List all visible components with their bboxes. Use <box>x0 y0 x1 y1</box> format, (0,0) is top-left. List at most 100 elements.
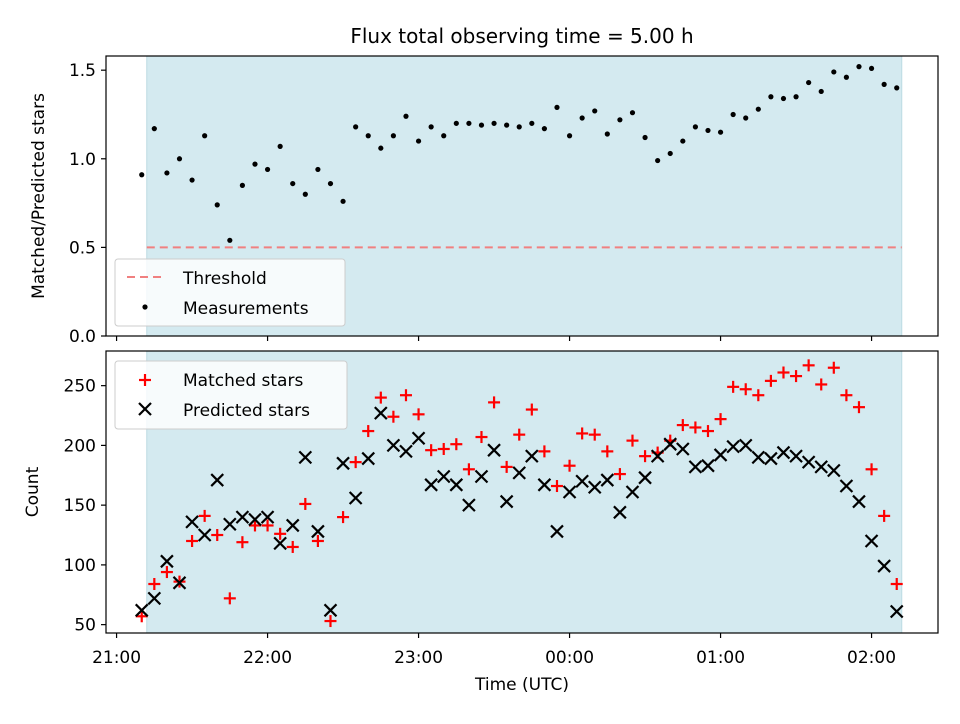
measurement-point <box>466 120 472 126</box>
predicted-star-marker <box>474 469 489 484</box>
predicted-stars-points <box>134 406 904 619</box>
matched-star-marker <box>714 413 727 426</box>
matched-star-marker <box>399 389 412 402</box>
measurement-point <box>139 172 145 178</box>
measurement-point <box>755 106 761 112</box>
predicted-star-marker <box>701 458 715 473</box>
predicted-star-marker <box>600 473 615 487</box>
predicted-star-marker <box>499 494 514 509</box>
y-tick-label: 0.0 <box>69 327 96 347</box>
predicted-star-marker <box>562 485 577 499</box>
count-legend: Matched stars Predicted stars <box>114 360 348 430</box>
measurement-point <box>151 126 157 132</box>
matched-star-marker <box>500 460 513 473</box>
measurement-point <box>856 64 862 70</box>
matched-star-marker <box>878 509 891 522</box>
predicted-star-marker <box>764 451 778 466</box>
measurement-point <box>491 120 497 126</box>
matched-star-marker <box>538 445 551 458</box>
matched-star-marker <box>790 370 803 383</box>
measurement-point <box>378 145 384 151</box>
matched-star-marker <box>286 540 299 553</box>
matched-star-marker <box>198 509 211 522</box>
predicted-star-marker <box>172 576 187 590</box>
matched-star-marker <box>852 401 865 414</box>
predicted-star-marker <box>185 515 199 529</box>
y-tick-label: 50 <box>74 616 96 636</box>
predicted-star-marker <box>801 455 816 469</box>
x-axis-label: Time (UTC) <box>474 675 569 695</box>
measurement-point <box>793 94 799 100</box>
measurement-point <box>277 143 283 149</box>
matched-star-marker <box>148 578 161 591</box>
count-y-ticks: 50 100 150 200 250 <box>64 377 106 636</box>
measurement-point <box>579 115 585 121</box>
count-x-ticks: 21:00 22:00 23:00 00:00 01:00 02:00 <box>92 633 896 668</box>
matched-star-marker <box>387 410 400 423</box>
chart-title: Flux total observing time = 5.00 h <box>350 24 693 48</box>
matched-star-marker <box>425 444 438 457</box>
measurement-point <box>315 166 321 173</box>
ratio-legend: Threshold Measurements <box>114 258 346 327</box>
measurement-point <box>504 122 510 128</box>
matched-star-marker <box>223 592 236 605</box>
predicted-star-marker <box>864 534 879 548</box>
ratio-y-ticks: 0.0 0.5 1.0 1.5 <box>69 61 106 347</box>
measurement-point <box>365 133 371 139</box>
y-tick-label: 1.0 <box>69 150 96 170</box>
measurement-point <box>428 124 434 130</box>
matched-star-marker <box>752 389 765 402</box>
predicted-star-marker <box>462 498 476 512</box>
measurement-point <box>403 113 409 119</box>
measurement-point <box>566 133 573 139</box>
matched-star-marker <box>802 359 815 372</box>
predicted-star-marker <box>336 456 350 471</box>
matched-star-marker <box>374 391 387 404</box>
measurement-point <box>730 111 736 118</box>
matched-star-marker <box>626 434 639 447</box>
predicted-star-marker <box>160 554 174 569</box>
predicted-star-marker <box>386 438 401 453</box>
matched-star-marker <box>865 463 878 476</box>
measurement-point <box>176 156 183 162</box>
measurement-point <box>441 133 447 139</box>
count-plot-frame <box>105 350 939 634</box>
x-tick-label: 23:00 <box>394 648 443 668</box>
ratio-panel: 0.0 0.5 1.0 1.5 Matched/Predicted stars Thr… <box>29 55 939 347</box>
matched-star-marker <box>311 534 324 547</box>
ratio-y-axis-label: Matched/Predicted stars <box>29 93 49 299</box>
y-tick-label: 100 <box>64 556 96 576</box>
measurement-point <box>302 191 308 197</box>
measurement-point <box>189 177 195 183</box>
matched-star-marker <box>324 615 337 628</box>
predicted-star-marker <box>650 449 665 463</box>
matched-star-marker <box>248 519 261 532</box>
predicted-star-marker <box>889 604 904 619</box>
predicted-star-marker <box>713 448 728 462</box>
matched-star-marker <box>840 389 853 402</box>
predicted-star-marker <box>223 517 237 532</box>
predicted-star-marker <box>487 443 501 457</box>
matched-star-marker <box>450 438 463 451</box>
matched-star-marker <box>362 425 375 438</box>
matched-star-marker <box>701 425 714 438</box>
measurement-point <box>667 150 673 157</box>
predicted-star-marker <box>575 474 589 489</box>
x-tick-label: 02:00 <box>847 648 896 668</box>
legend-threshold-label: Threshold <box>182 269 267 289</box>
predicted-star-marker <box>587 480 602 494</box>
matched-star-marker <box>601 445 614 458</box>
measurement-point <box>768 94 774 100</box>
measurement-point <box>868 65 875 72</box>
measurement-point <box>252 161 258 167</box>
measurement-point <box>214 202 220 208</box>
legend-predicted-swatch <box>138 402 152 416</box>
y-tick-label: 200 <box>64 436 96 456</box>
y-tick-label: 0.5 <box>69 238 96 258</box>
predicted-star-marker <box>298 450 313 465</box>
matched-star-marker <box>412 408 425 421</box>
measurement-point <box>806 79 812 86</box>
x-tick-label: 21:00 <box>92 648 141 668</box>
predicted-star-marker <box>512 466 527 480</box>
